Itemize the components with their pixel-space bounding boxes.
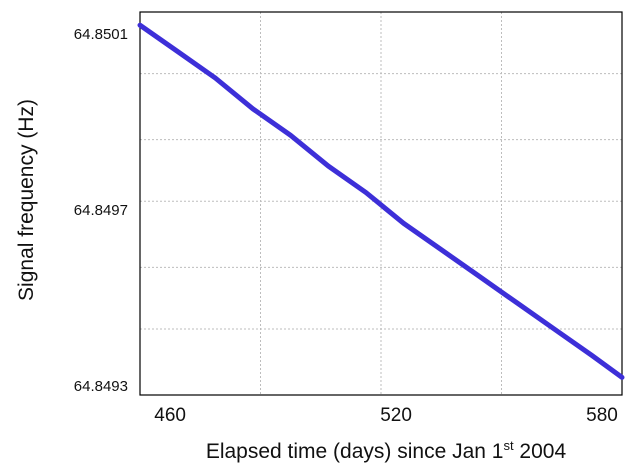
x-tick-label-0: 460	[154, 405, 186, 426]
y-tick-label-1: 64.8497	[74, 202, 128, 219]
y-tick-label-2: 64.8493	[74, 378, 128, 395]
series-layer	[137, 22, 625, 380]
x-tick-label-1: 520	[380, 405, 412, 426]
x-axis-label: Elapsed time (days) since Jan 1st 2004	[206, 438, 567, 463]
plot-frame	[139, 11, 623, 396]
y-axis-label: Signal frequency (Hz)	[15, 99, 38, 301]
x-tick-label-2: 580	[586, 405, 618, 426]
y-tick-labels: 64.8501 64.8497 64.8493	[74, 26, 128, 395]
series-line-0	[137, 22, 625, 380]
x-tick-labels: 460 520 580	[154, 405, 618, 426]
y-tick-label-0: 64.8501	[74, 26, 128, 43]
